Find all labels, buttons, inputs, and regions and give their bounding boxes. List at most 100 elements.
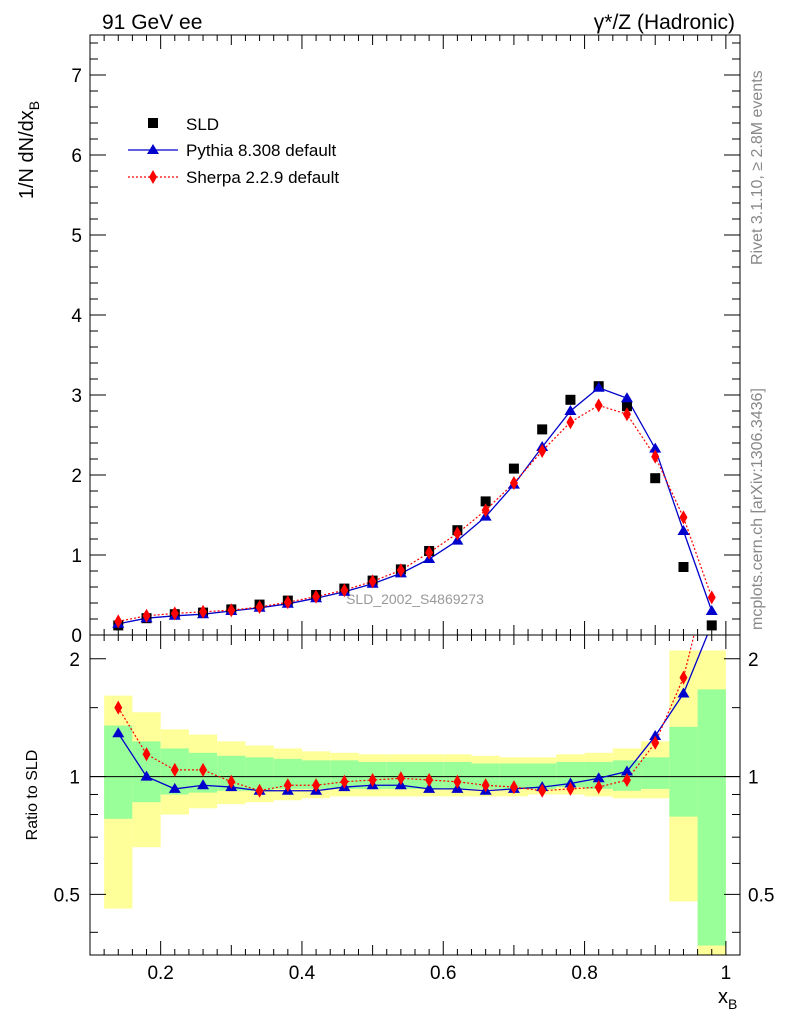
sherpa-ratio-point: [340, 774, 349, 789]
ratio-plot-series: [112, 635, 709, 798]
sherpa-point: [368, 574, 377, 589]
title-left: 91 GeV ee: [102, 11, 202, 34]
sherpa-ratio-point: [622, 772, 631, 787]
sherpa-ratio-point: [227, 774, 236, 789]
sherpa-ratio-point: [255, 783, 264, 798]
pythia-line: [118, 387, 713, 625]
ratio-tick-label-right: 0.5: [748, 885, 774, 906]
y-tick-label: 0: [71, 626, 82, 647]
sherpa-point: [481, 503, 490, 518]
sherpa-line: [118, 404, 713, 622]
sherpa-ratio-point: [679, 670, 688, 685]
pythia-ratio-point: [423, 782, 436, 793]
x-tick-label: 0.8: [571, 963, 597, 984]
sherpa-point: [312, 589, 321, 604]
sld-point: [537, 424, 548, 435]
analysis-watermark: SLD_2002_S4869273: [346, 591, 484, 607]
y-tick-label: 6: [71, 146, 82, 167]
x-axis-label: xB: [718, 986, 737, 1012]
sherpa-point: [114, 614, 123, 629]
y-tick-label: 4: [71, 306, 82, 327]
band-green-bin: [104, 725, 133, 819]
sherpa-ratio-point: [368, 772, 377, 787]
sld-point: [650, 473, 661, 484]
sherpa-point: [283, 595, 292, 610]
sherpa-point: [199, 604, 208, 619]
sherpa-point: [679, 510, 688, 525]
sherpa-ratio-point: [114, 700, 123, 715]
ratio-axis-label: Ratio to SLD: [24, 750, 41, 841]
pythia-ratio-point: [592, 772, 605, 783]
y-tick-label: 5: [71, 226, 82, 247]
y-tick-label: 3: [71, 386, 82, 407]
pythia-point: [564, 405, 577, 415]
x-tick-label: 0.4: [289, 963, 316, 984]
legend-label-sherpa: Sherpa 2.2.9 default: [186, 168, 339, 187]
y-axis-label-sub: B: [26, 101, 42, 110]
sherpa-ratio-point: [199, 762, 208, 777]
pythia-point: [677, 525, 690, 535]
ratio-tick-label: 2: [69, 650, 80, 671]
sherpa-ratio-point: [425, 772, 434, 787]
band-green-bin: [641, 757, 670, 789]
sherpa-point: [453, 526, 462, 541]
main-plot-series: [112, 381, 718, 631]
pythia-ratio-point: [649, 729, 662, 740]
sherpa-ratio-point: [170, 762, 179, 777]
y-tick-label: 7: [71, 66, 82, 87]
y-tick-label: 1: [71, 546, 82, 567]
sld-point: [565, 394, 576, 405]
pythia-point: [705, 605, 718, 615]
sherpa-point: [707, 590, 716, 605]
sherpa-point: [622, 407, 631, 422]
legend-label-sld: SLD: [186, 115, 219, 134]
legend-marker-sld: [148, 118, 158, 128]
pythia-ratio-line: [117, 635, 709, 792]
pythia-ratio-point: [197, 779, 210, 790]
sherpa-ratio-point: [481, 778, 490, 793]
band-green-bin: [697, 689, 726, 946]
sherpa-ratio-point: [283, 778, 292, 793]
legend: SLD Pythia 8.308 default Sherpa 2.2.9 de…: [128, 115, 339, 187]
sherpa-point: [142, 608, 151, 623]
pythia-ratio-point: [620, 765, 633, 776]
legend-marker-sherpa: [149, 170, 157, 184]
x-tick-label: 0.6: [430, 963, 456, 984]
ratio-tick-label-right: 2: [748, 650, 759, 671]
pythia-ratio-point: [168, 782, 181, 793]
sherpa-point: [509, 476, 518, 490]
ratio-tick-label-right: 1: [748, 768, 759, 789]
legend-marker-pythia: [147, 144, 159, 154]
sherpa-point: [538, 444, 547, 458]
sld-point: [480, 496, 491, 507]
ratio-tick-label: 0.5: [54, 885, 80, 906]
sld-point: [678, 562, 689, 572]
mcplots-reference-text: mcplots.cern.ch [arXiv:1306.3436]: [749, 388, 766, 630]
sherpa-ratio-point: [396, 771, 405, 786]
y-tick-label: 2: [71, 466, 82, 487]
y-axis-label: 1/N dN/dxB: [16, 101, 42, 199]
sherpa-ratio-point: [566, 781, 575, 796]
sherpa-ratio-point: [312, 778, 321, 793]
sherpa-point: [425, 545, 434, 560]
sherpa-ratio-point: [509, 780, 518, 795]
sherpa-ratio-point: [538, 783, 547, 798]
pythia-point: [620, 392, 633, 403]
sherpa-point: [566, 415, 575, 430]
x-tick-label: 1: [721, 963, 732, 984]
band-green-bin: [669, 726, 698, 817]
sherpa-ratio-point: [142, 747, 151, 762]
sherpa-point: [396, 563, 405, 578]
pythia-ratio-point: [677, 687, 690, 698]
x-tick-label: 0.2: [147, 963, 173, 984]
pythia-ratio-point: [112, 727, 125, 738]
sld-point: [621, 401, 632, 412]
rivet-version-text: Rivet 3.1.10, ≥ 2.8M events: [749, 70, 766, 265]
sherpa-point: [255, 600, 264, 614]
sherpa-ratio-point: [594, 780, 603, 795]
axis-ticks: 0.2 0.4 0.6 0.8 1 0 1 2 3 4 5 6 7 0.5 0.5 1 1 2 2: [54, 35, 774, 984]
title-right: γ*/Z (Hadronic): [594, 11, 735, 34]
pythia-ratio-point: [140, 770, 153, 781]
pythia-point: [649, 442, 662, 453]
